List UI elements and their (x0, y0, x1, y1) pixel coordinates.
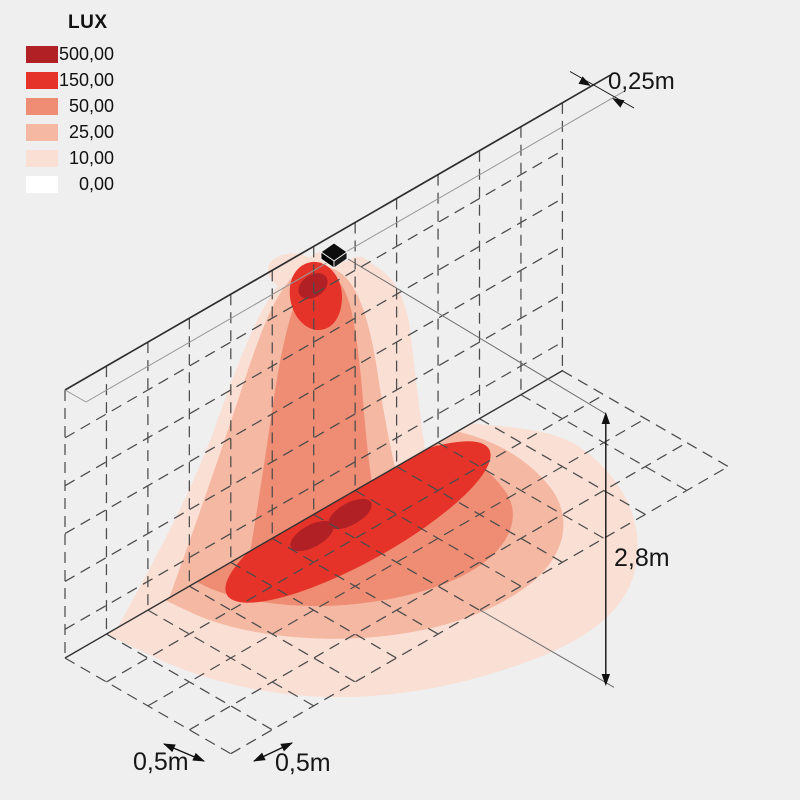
height-arrow-up-icon (601, 412, 610, 424)
thickness-arrow-icon (578, 76, 591, 86)
cell-depth-label: 0,5m (133, 748, 189, 776)
wall-contour-500lux (298, 273, 328, 299)
luminaire-cube-icon (320, 242, 348, 269)
floor-isolux-contours (100, 423, 638, 698)
dimension-arrows (163, 71, 635, 762)
floor-grid-line (230, 466, 729, 755)
legend-value-10: 10,00 (68, 148, 114, 168)
floor-contour-500lux-a (290, 520, 334, 552)
floor-grid-line (189, 442, 688, 731)
floor-grid-line (437, 442, 605, 539)
legend-value-25: 25,00 (68, 122, 114, 142)
floor-grid-line (147, 609, 315, 707)
cell-depth-arrow-icon (163, 743, 176, 753)
legend-row-10: 10,00 (26, 148, 114, 168)
wall-grid-line (64, 150, 563, 439)
legend-row-150: 150,00 (26, 70, 114, 90)
wall-grid-line (64, 293, 563, 582)
floor-grid-line (189, 585, 356, 683)
wall-thickness-label: 0,25m (608, 68, 675, 95)
floor-grid-line (562, 370, 729, 468)
floor-grid-line (106, 633, 273, 731)
wall-top-back-edge (85, 90, 626, 403)
legend-row-500: 500,00 (26, 44, 114, 64)
mounting-height-label: 2,8m (614, 544, 670, 572)
legend-row-25: 25,00 (26, 122, 114, 142)
dimension-labels: 0,25m 2,8m 0,5m 0,5m (133, 68, 675, 777)
legend-swatch-150-icon (26, 72, 58, 89)
reference-lines (347, 258, 615, 688)
legend-value-500: 500,00 (58, 44, 114, 64)
wall-grid-line (64, 341, 563, 630)
floor-grid-line (520, 394, 688, 492)
wall-grid (64, 102, 564, 658)
legend-swatch-25-icon (26, 124, 58, 141)
floor-grid-line (479, 418, 646, 515)
legend-swatch-500-icon (26, 46, 58, 63)
wall-base-edge (64, 369, 564, 659)
legend-swatch-50-icon (26, 98, 58, 115)
lux-legend: LUX 500,00 150,00 50,00 25,00 10,00 0,00 (26, 12, 114, 202)
legend-row-0: 0,00 (26, 174, 114, 194)
wall-top-front-edge (64, 74, 611, 391)
legend-value-50: 50,00 (68, 96, 114, 116)
legend-row-50: 50,00 (26, 96, 114, 116)
wall-edges (64, 74, 626, 659)
floor-grid-line (230, 561, 397, 659)
ceiling-reference-line (347, 258, 607, 415)
thickness-arrow-icon (612, 98, 625, 108)
floor-grid-line (313, 513, 480, 611)
legend-swatch-10-icon (26, 150, 58, 167)
cell-depth-arrow-icon (192, 752, 205, 762)
wall-grid-line (64, 245, 563, 535)
floor-grid-line (64, 657, 232, 755)
wall-grid-line (64, 197, 563, 487)
floor-grid (64, 370, 729, 755)
floor-grid-line (271, 537, 439, 635)
floor-grid-line (106, 394, 605, 683)
floor-grid-line (354, 489, 522, 587)
legend-swatch-0-icon (26, 176, 58, 193)
cell-width-arrow-icon (253, 752, 266, 762)
legend-title: LUX (68, 12, 108, 33)
legend-value-0: 0,00 (78, 174, 114, 194)
wall-top-left-corner-edge (64, 389, 87, 403)
cell-width-arrow-icon (280, 742, 293, 752)
floor-reference-line (479, 609, 615, 688)
floor-grid-line (396, 466, 563, 563)
floor-contour-500lux-b (328, 498, 372, 530)
height-arrow-down-icon (601, 674, 610, 686)
legend-value-150: 150,00 (58, 70, 114, 90)
luminaire-right-face (333, 251, 348, 269)
cell-width-label: 0,5m (275, 749, 331, 777)
